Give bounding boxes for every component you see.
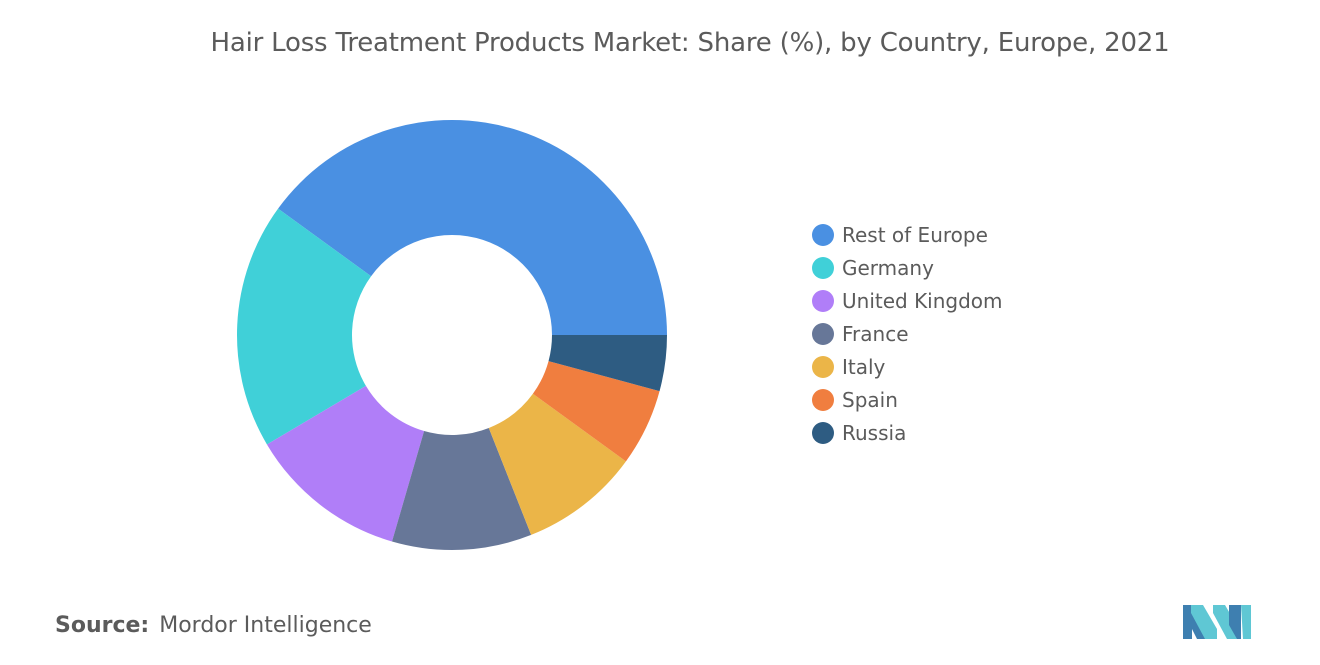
legend-swatch (812, 256, 834, 279)
legend-swatch (812, 421, 834, 444)
legend-label: United Kingdom (842, 288, 1003, 313)
legend-swatch (812, 289, 834, 312)
donut-slices (237, 119, 667, 550)
legend-item: United Kingdom (812, 284, 1003, 317)
legend-swatch (812, 388, 834, 411)
source-note: Source: Mordor Intelligence (55, 613, 372, 638)
slice-rest-of-europe (278, 119, 667, 335)
legend-label: France (842, 321, 909, 346)
slice-spain (532, 361, 660, 462)
legend-label: Rest of Europe (842, 222, 988, 247)
legend-item: Italy (812, 350, 1003, 383)
legend-swatch (812, 223, 834, 246)
legend-label: Germany (842, 255, 934, 280)
slice-france (392, 427, 532, 550)
chart-title: Hair Loss Treatment Products Market: Sha… (210, 28, 1170, 58)
legend-item: Rest of Europe (812, 218, 1003, 251)
legend-label: Spain (842, 387, 898, 412)
slice-germany (237, 208, 372, 445)
legend-item: Spain (812, 383, 1003, 416)
donut-chart (237, 119, 667, 550)
slice-united-kingdom (266, 385, 425, 542)
source-text: Mordor Intelligence (159, 613, 372, 638)
legend-item: Russia (812, 416, 1003, 449)
legend-swatch (812, 355, 834, 378)
legend-item: Germany (812, 251, 1003, 284)
legend-label: Italy (842, 354, 886, 379)
legend-label: Russia (842, 420, 907, 445)
source-label: Source: (55, 613, 150, 638)
legend: Rest of Europe Germany United Kingdom Franc… (812, 218, 1003, 449)
slice-italy (488, 393, 626, 535)
slice-russia (548, 335, 667, 392)
mordor-intelligence-logo-icon (1183, 605, 1251, 639)
legend-item: France (812, 317, 1003, 350)
legend-swatch (812, 322, 834, 345)
